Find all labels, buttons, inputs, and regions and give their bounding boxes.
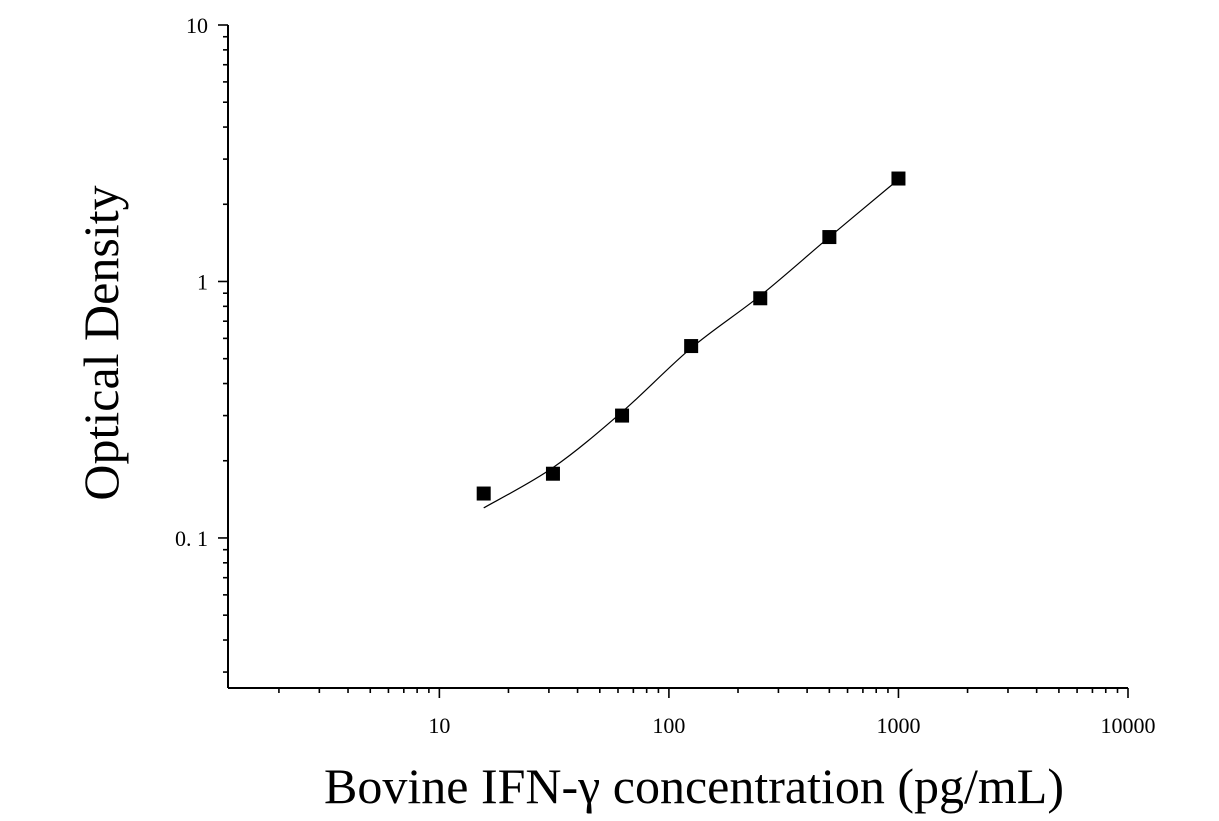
y-axis-title: Optical Density [73, 185, 129, 500]
y-tick-label: 0. 1 [175, 526, 208, 551]
axes [227, 25, 1128, 689]
ticks [218, 24, 1129, 698]
data-point [476, 486, 491, 501]
tick-labels: 10 100 1000 10000 0. 1 1 10 [175, 13, 1156, 738]
x-tick-label: 1000 [876, 713, 920, 738]
x-axis-title: Bovine IFN-γ concentration (pg/mL) [324, 758, 1064, 814]
x-tick-label: 10 [428, 713, 450, 738]
y-tick-label: 10 [186, 13, 208, 38]
y-tick-label: 1 [197, 269, 208, 294]
data-point [822, 230, 837, 245]
data-points [476, 171, 906, 501]
x-tick-label: 100 [652, 713, 685, 738]
data-point [891, 171, 906, 186]
data-point [615, 408, 630, 423]
data-point [545, 466, 560, 481]
data-point [753, 291, 768, 306]
x-tick-label: 10000 [1101, 713, 1156, 738]
data-point [684, 339, 699, 354]
